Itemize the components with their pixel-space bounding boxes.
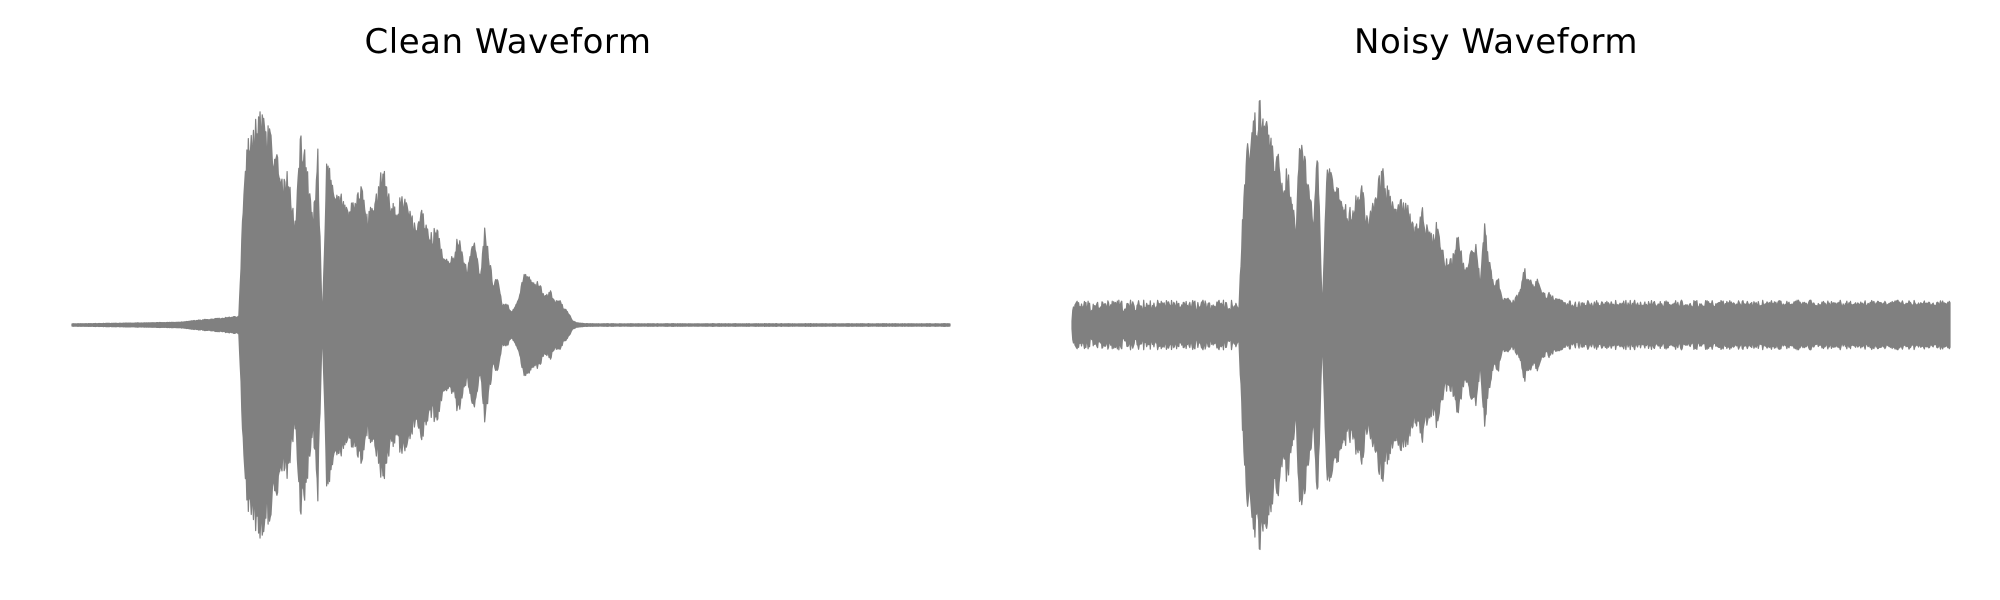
clean-waveform-panel: Clean Waveform <box>71 22 951 539</box>
clean-waveform-plot <box>71 111 951 539</box>
noisy-waveform-plot <box>1071 99 1951 551</box>
chart-title: Noisy Waveform <box>1354 22 1638 62</box>
noisy-waveform-panel: Noisy Waveform <box>1000 0 2000 600</box>
chart-title: Clean Waveform <box>364 22 652 62</box>
